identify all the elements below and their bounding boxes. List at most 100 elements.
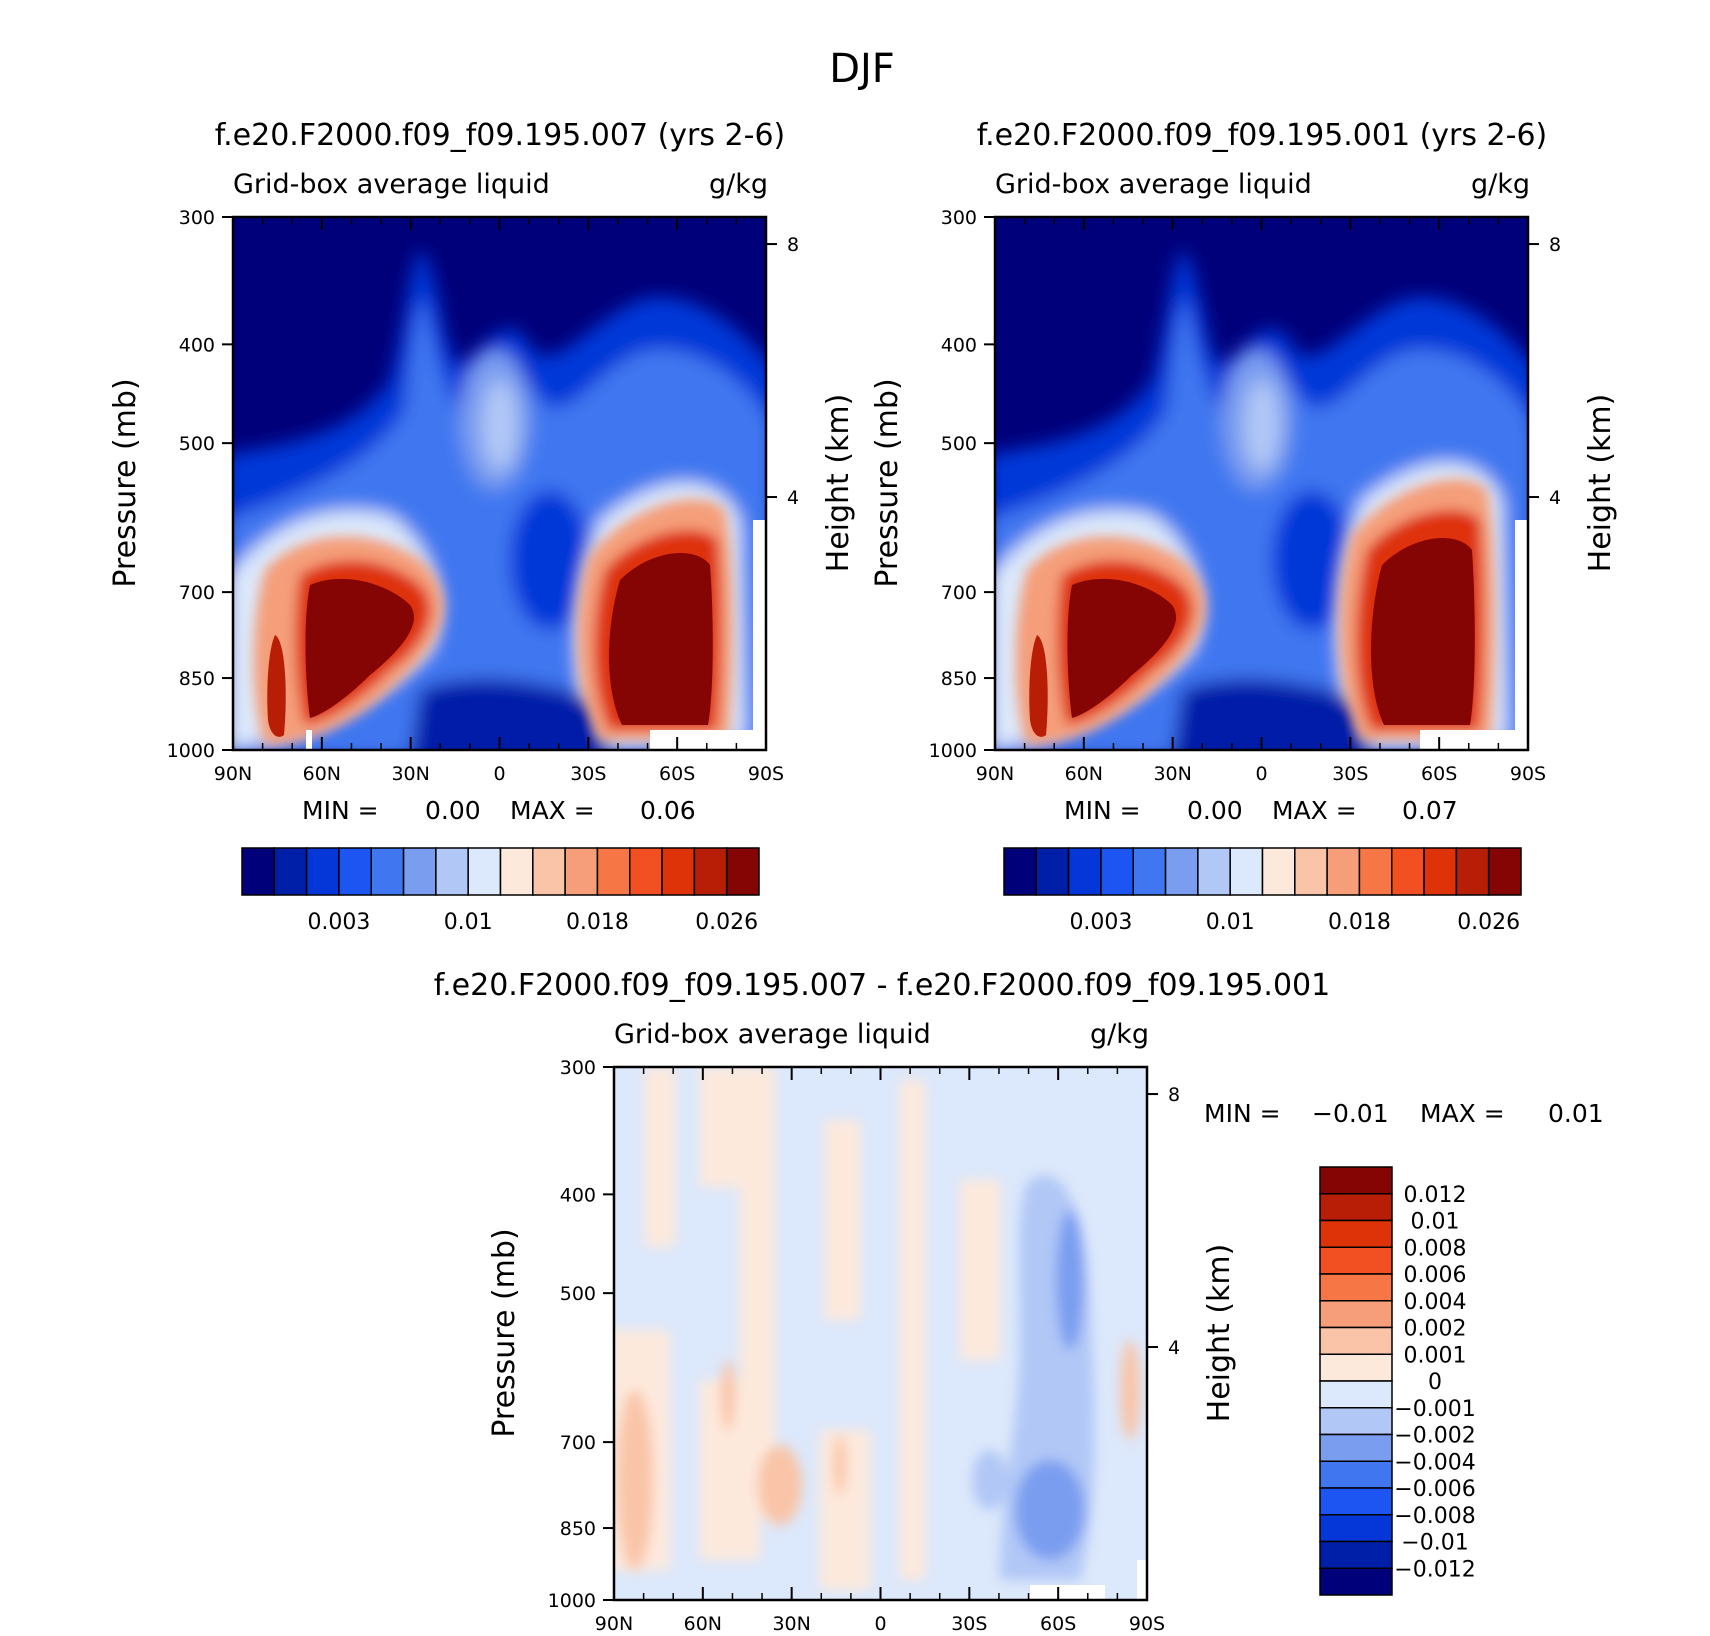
panel-c-x-tick-label: 30S [951, 1613, 987, 1635]
panel-c-colorbar-label: 0.012 [1404, 1183, 1467, 1208]
panel-b-max-value: 0.07 [1402, 796, 1458, 825]
panel-b-y-tick-label: 400 [941, 334, 977, 356]
panel-b: f.e20.F2000.f09_f09.195.001 (yrs 2-6) Gr… [870, 118, 1618, 935]
panel-c-field [614, 1067, 1147, 1600]
panel-b-x-tick-label: 90S [1510, 763, 1546, 785]
panel-c-min-label: MIN = [1204, 1099, 1281, 1128]
panel-a-colorbar-swatch [629, 847, 663, 896]
panel-b-colorbar-label: 0.026 [1457, 910, 1520, 935]
panel-b-min-value: 0.00 [1187, 796, 1243, 825]
panel-c-colorbar-label: 0.01 [1411, 1210, 1460, 1235]
panel-b-y-tick-label: 300 [941, 207, 977, 229]
panel-c-x-tick-label: 0 [874, 1613, 886, 1635]
panel-a-min-value: 0.00 [425, 796, 481, 825]
panel-b-colorbar-label: 0.018 [1328, 910, 1391, 935]
panel-a-colorbar-swatch [305, 847, 340, 896]
panel-a-colorbar-swatch [338, 847, 372, 896]
panel-b-x-tick-label: 30N [1153, 763, 1191, 785]
panel-b-min-label: MIN = [1064, 796, 1141, 825]
panel-b-x-tick-label: 90N [976, 763, 1014, 785]
panel-c-colorbar-swatch [1319, 1567, 1393, 1596]
panel-b-colorbar-swatch [1164, 847, 1199, 896]
panel-c-colorbar-swatch [1319, 1460, 1393, 1489]
panel-b-colorbar-swatch [1358, 847, 1393, 896]
panel-b-colorbar-swatch [1035, 847, 1070, 896]
panel-a-x-tick-label: 60S [659, 763, 695, 785]
panel-c-subtitle-left: Grid-box average liquid [614, 1019, 931, 1050]
panel-b-colorbar-swatch [1100, 847, 1134, 896]
panel-a-y-tick-label: 700 [179, 582, 215, 604]
panel-a-colorbar-swatch [435, 847, 469, 896]
panel-c-colorbar-swatch [1319, 1246, 1393, 1275]
panel-b-x-tick-label: 30S [1332, 763, 1368, 785]
panel-c-y-tick-label: 850 [560, 1518, 596, 1540]
panel-a-subtitle-left: Grid-box average liquid [233, 169, 550, 200]
panel-c-title: f.e20.F2000.f09_f09.195.007 - f.e20.F200… [434, 968, 1330, 1003]
panel-c-ylabel-right: Height (km) [1202, 1244, 1237, 1423]
panel-b-colorbar-swatch [1197, 847, 1231, 896]
panel-a-colorbar-swatch [467, 847, 502, 896]
panel-a-title: f.e20.F2000.f09_f09.195.007 (yrs 2-6) [215, 118, 785, 153]
panel-a-y-right-tick-label: 8 [787, 234, 799, 256]
panel-a-colorbar-swatch [273, 847, 308, 896]
panel-b-colorbar-swatch [1391, 847, 1425, 896]
panel-c-y-tick-label: 700 [560, 1432, 596, 1454]
panel-c-colorbar-swatch [1319, 1433, 1393, 1462]
panel-c-colorbar-swatch [1319, 1273, 1393, 1302]
panel-c-colorbar-label: 0.006 [1404, 1263, 1467, 1288]
panel-c-colorbar-swatch [1319, 1219, 1393, 1248]
panel-b-y-tick-label: 700 [941, 582, 977, 604]
panel-c-colorbar-swatch [1319, 1193, 1393, 1222]
panel-a-y-right-tick-label: 4 [787, 487, 799, 509]
panel-b-y-tick-label: 850 [941, 668, 977, 690]
panel-a-colorbar-label: 0.018 [566, 910, 629, 935]
panel-c-max-value: 0.01 [1548, 1099, 1604, 1128]
panel-c-ylabel: Pressure (mb) [487, 1228, 522, 1437]
panel-b-colorbar-label: 0.003 [1069, 910, 1132, 935]
panel-c-colorbar-label: −0.006 [1394, 1477, 1475, 1502]
panel-c-y-right-tick-label: 8 [1168, 1084, 1180, 1106]
panel-c-colorbar-label: 0.008 [1404, 1236, 1467, 1261]
panel-c-colorbar-label: 0.004 [1404, 1290, 1467, 1315]
panel-b-ylabel: Pressure (mb) [870, 378, 905, 587]
panel-a-max-label: MAX = [510, 796, 595, 825]
panel-b-max-label: MAX = [1272, 796, 1357, 825]
panel-a-y-tick-label: 1000 [167, 740, 215, 762]
panel-a-colorbar-swatch [370, 847, 405, 896]
panel-a: f.e20.F2000.f09_f09.195.007 (yrs 2-6) Gr… [108, 118, 856, 935]
panel-a-x-tick-label: 90N [214, 763, 252, 785]
panel-a-subtitle-right: g/kg [709, 169, 768, 200]
panel-b-colorbar-swatch [1261, 847, 1296, 896]
panel-c-colorbar-label: 0.001 [1404, 1343, 1467, 1368]
panel-b-y-tick-label: 500 [941, 433, 977, 455]
panel-c-max-label: MAX = [1420, 1099, 1505, 1128]
panel-c-y-right-tick-label: 4 [1168, 1337, 1180, 1359]
panel-b-colorbar-swatch [1326, 847, 1361, 896]
panel-b-field [995, 217, 1528, 750]
panel-b-title: f.e20.F2000.f09_f09.195.001 (yrs 2-6) [977, 118, 1547, 153]
panel-a-colorbar-swatch [564, 847, 599, 896]
panel-c-colorbar-label: −0.001 [1394, 1397, 1475, 1422]
panel-b-x-tick-label: 60S [1421, 763, 1457, 785]
panel-a-y-tick-label: 300 [179, 207, 215, 229]
panel-a-ylabel-right: Height (km) [821, 394, 856, 573]
panel-b-y-right-tick-label: 4 [1549, 487, 1561, 509]
panel-a-field [233, 217, 766, 750]
panel-b-colorbar-swatch [1132, 847, 1167, 896]
panel-b-colorbar-label: 0.01 [1206, 910, 1255, 935]
panel-c-y-tick-label: 1000 [548, 1590, 596, 1612]
panel-a-x-tick-label: 90S [748, 763, 784, 785]
panel-c-colorbar-label: −0.002 [1394, 1424, 1475, 1449]
panel-c-colorbar-label: −0.008 [1394, 1504, 1475, 1529]
panel-c-colorbar-swatch [1319, 1300, 1393, 1329]
panel-a-colorbar-swatch [596, 847, 631, 896]
panel-c-x-tick-label: 60N [684, 1613, 722, 1635]
panel-a-x-tick-label: 60N [303, 763, 341, 785]
panel-a-ylabel: Pressure (mb) [108, 378, 143, 587]
panel-c-x-tick-label: 90N [595, 1613, 633, 1635]
panel-b-colorbar-swatch [1003, 847, 1038, 896]
panel-a-x-tick-label: 0 [493, 763, 505, 785]
panel-c-y-tick-label: 300 [560, 1057, 596, 1079]
panel-c-colorbar-swatch [1319, 1487, 1393, 1516]
panel-a-colorbar-swatch [532, 847, 566, 896]
